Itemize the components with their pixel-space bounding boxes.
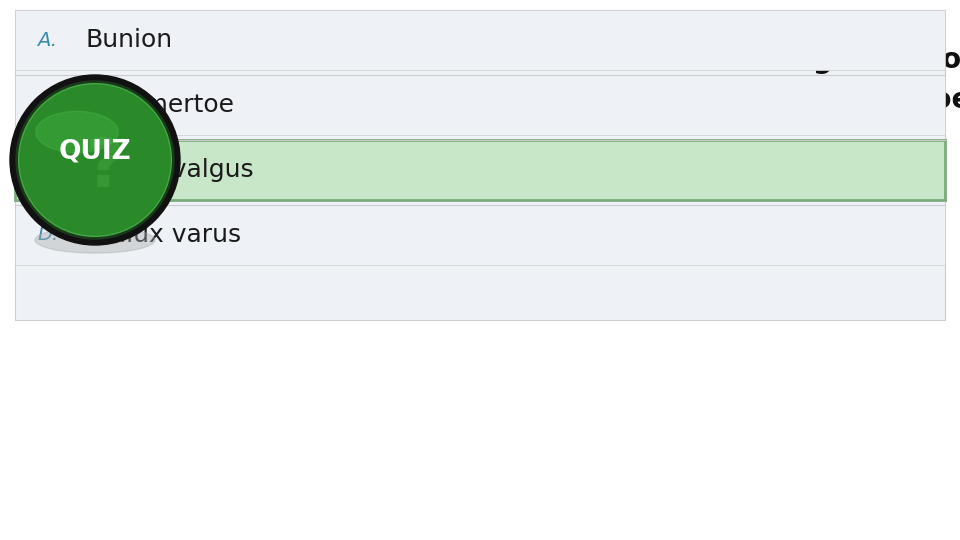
- Text: B.: B.: [37, 96, 57, 114]
- Text: Hammertoe: Hammertoe: [85, 93, 234, 117]
- Text: C.: C.: [37, 160, 57, 179]
- Text: metatarsal phalangeal joint (MPJ) of the great toe is: metatarsal phalangeal joint (MPJ) of the…: [185, 86, 960, 114]
- Text: ?: ?: [85, 135, 125, 201]
- Circle shape: [10, 75, 180, 245]
- Text: ____.: ____.: [185, 138, 252, 166]
- Circle shape: [20, 85, 170, 235]
- FancyBboxPatch shape: [15, 10, 945, 320]
- Text: QUIZ: QUIZ: [59, 139, 132, 165]
- FancyBboxPatch shape: [15, 140, 945, 200]
- Text: Bunion: Bunion: [85, 28, 172, 52]
- Text: D.: D.: [37, 226, 59, 245]
- FancyBboxPatch shape: [15, 205, 945, 265]
- Ellipse shape: [36, 111, 118, 153]
- Circle shape: [16, 81, 174, 239]
- Text: The correct term for the abnormal enlargement of the: The correct term for the abnormal enlarg…: [185, 46, 960, 74]
- FancyBboxPatch shape: [15, 75, 945, 135]
- FancyBboxPatch shape: [15, 10, 945, 70]
- Text: Hallux valgus: Hallux valgus: [85, 158, 253, 182]
- Ellipse shape: [35, 227, 155, 253]
- Text: Hallux varus: Hallux varus: [85, 223, 241, 247]
- Text: A.: A.: [37, 30, 57, 50]
